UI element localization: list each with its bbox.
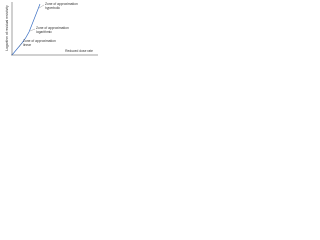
diagram: Logarithm of residual resistivity Reduce… <box>0 0 100 60</box>
leader <box>29 28 36 32</box>
x-axis-label: Reduced dose rate <box>65 49 93 53</box>
zone-label: Zone of approximation <box>36 26 69 30</box>
leader <box>38 4 45 9</box>
zone-label: Zone of approximation <box>45 2 78 6</box>
leader <box>18 42 23 48</box>
zone-label: linear <box>23 43 32 47</box>
y-axis-label: Logarithm of residual resistivity <box>5 5 9 51</box>
zone-label: Zone of approximation <box>23 39 56 43</box>
zone-label: logarithmic <box>36 30 52 34</box>
curve <box>11 3 41 56</box>
zone-label: hyperbolic <box>45 6 60 10</box>
background <box>0 0 100 60</box>
